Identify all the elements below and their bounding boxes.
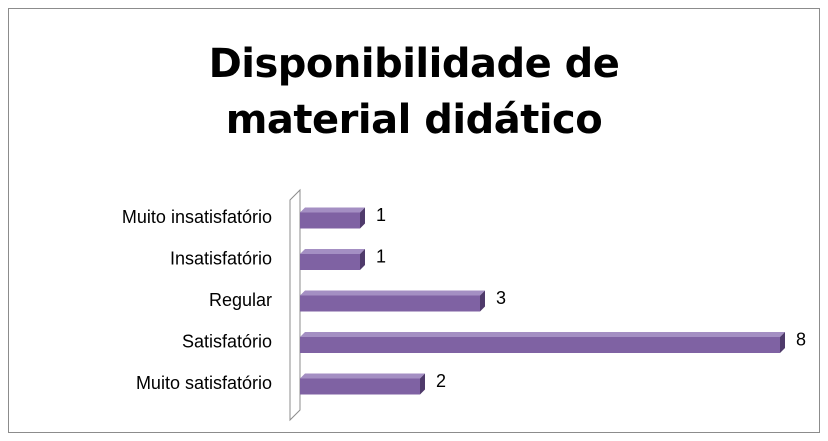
y-tick-label: Muito insatisfatório bbox=[122, 207, 272, 227]
bar-top bbox=[300, 290, 485, 296]
bar-top bbox=[300, 332, 785, 337]
bar-end bbox=[780, 332, 785, 353]
bar-end bbox=[360, 207, 365, 229]
chart-border bbox=[8, 8, 820, 433]
y-tick-label: Satisfatório bbox=[182, 331, 272, 351]
bar-end bbox=[360, 249, 365, 270]
axis-wall bbox=[289, 188, 301, 422]
bar bbox=[300, 212, 360, 229]
bar-end bbox=[420, 373, 425, 395]
bar-top bbox=[300, 249, 365, 254]
value-label: 2 bbox=[436, 371, 446, 391]
value-label: 1 bbox=[376, 246, 386, 266]
chart-title: Disponibilidade de material didático bbox=[208, 41, 620, 143]
y-tick-label: Muito satisfatório bbox=[136, 373, 272, 393]
bar-top bbox=[300, 373, 425, 379]
y-tick-label: Regular bbox=[209, 290, 272, 310]
bar bbox=[300, 295, 480, 312]
bar-end bbox=[480, 290, 485, 312]
value-label: 8 bbox=[796, 329, 806, 349]
bar bbox=[300, 337, 780, 353]
bar-top bbox=[300, 207, 365, 213]
value-label: 1 bbox=[376, 205, 386, 225]
value-label: 3 bbox=[496, 288, 506, 308]
y-tick-label: Insatisfatório bbox=[170, 248, 272, 268]
bar bbox=[300, 254, 360, 270]
bar bbox=[300, 378, 420, 395]
